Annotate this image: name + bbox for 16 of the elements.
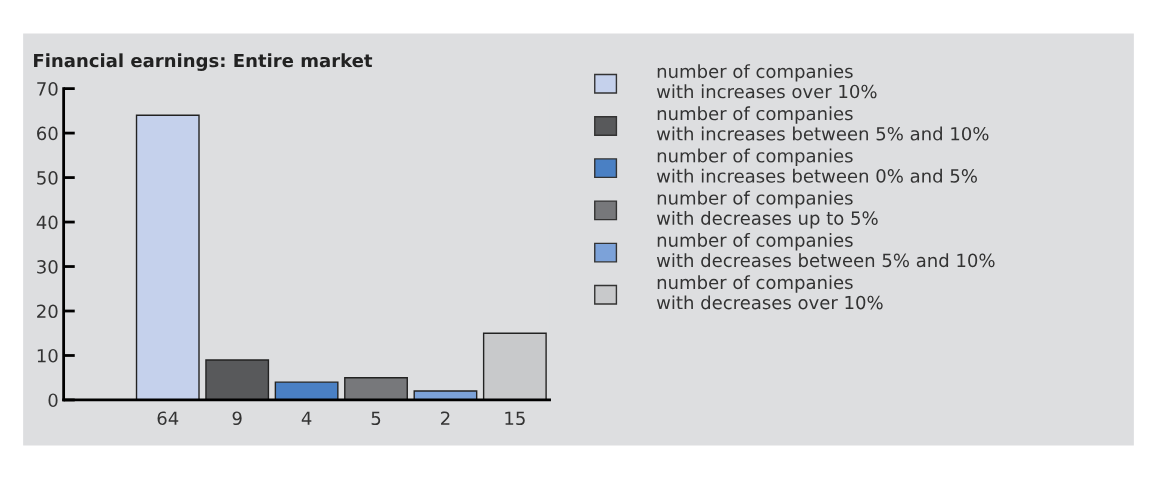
data-label: 5 (371, 411, 381, 426)
y-tick-label: 50 (37, 171, 58, 185)
y-tick-label: 20 (37, 304, 58, 319)
y-tick-label: 40 (36, 215, 58, 230)
y-tick-label: 0 (48, 393, 58, 408)
chart-title: Financial earnings: Entire market (34, 53, 373, 71)
y-tick-label: 10 (37, 348, 58, 363)
data-label: 9 (232, 411, 242, 426)
legend-label: number of companies with decreases over 10% (656, 275, 883, 310)
y-tick-label: 60 (37, 126, 58, 141)
y-tick-label: 30 (37, 259, 58, 274)
data-label: 2 (441, 411, 450, 425)
data-label: 64 (157, 411, 179, 426)
data-label: 4 (301, 411, 312, 425)
data-label: 15 (505, 411, 525, 426)
y-tick-label: 70 (37, 82, 58, 96)
